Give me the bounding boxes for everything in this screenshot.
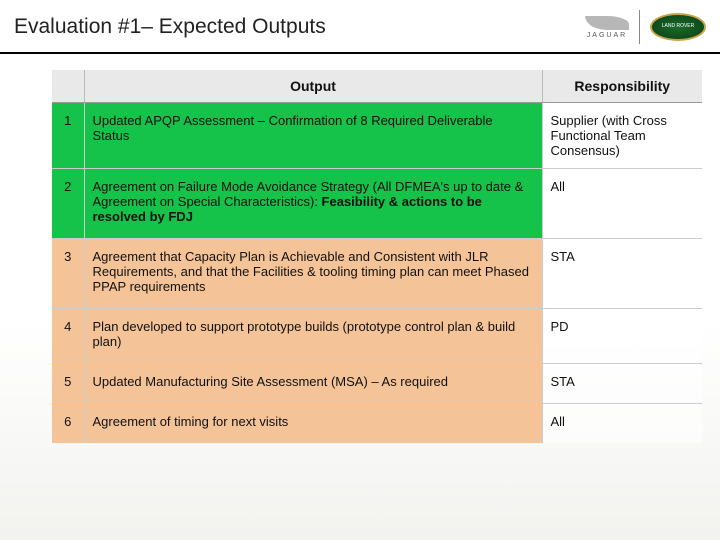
row-num: 2 (52, 169, 84, 239)
row-responsibility: All (542, 169, 702, 239)
row-responsibility: STA (542, 239, 702, 309)
landrover-logo: LAND ROVER (650, 13, 706, 41)
row-num: 6 (52, 404, 84, 444)
table-row: 4 Plan developed to support prototype bu… (52, 309, 702, 364)
output-text: Plan developed to support prototype buil… (93, 319, 516, 349)
row-output: Updated APQP Assessment – Confirmation o… (84, 103, 542, 169)
row-num: 1 (52, 103, 84, 169)
slide: Evaluation #1– Expected Outputs JAGUAR L… (0, 0, 720, 540)
table-header-row: Output Responsibility (52, 70, 702, 103)
row-responsibility: Supplier (with Cross Functional Team Con… (542, 103, 702, 169)
row-responsibility: All (542, 404, 702, 444)
header-output: Output (84, 70, 542, 103)
page-title: Evaluation #1– Expected Outputs (14, 15, 326, 39)
row-responsibility: PD (542, 309, 702, 364)
title-row: Evaluation #1– Expected Outputs JAGUAR L… (0, 0, 720, 50)
jaguar-icon (585, 16, 629, 30)
row-num: 5 (52, 364, 84, 404)
output-text: Agreement of timing for next visits (93, 414, 289, 429)
outputs-table: Output Responsibility 1 Updated APQP Ass… (52, 70, 702, 443)
row-output: Agreement on Failure Mode Avoidance Stra… (84, 169, 542, 239)
header-responsibility: Responsibility (542, 70, 702, 103)
table-row: 3 Agreement that Capacity Plan is Achiev… (52, 239, 702, 309)
row-num: 3 (52, 239, 84, 309)
table-row: 1 Updated APQP Assessment – Confirmation… (52, 103, 702, 169)
row-output: Plan developed to support prototype buil… (84, 309, 542, 364)
row-output: Agreement of timing for next visits (84, 404, 542, 444)
row-responsibility: STA (542, 364, 702, 404)
header-num (52, 70, 84, 103)
logo-group: JAGUAR LAND ROVER (585, 10, 706, 44)
output-text: Agreement that Capacity Plan is Achievab… (93, 249, 529, 294)
jaguar-logo: JAGUAR (585, 16, 629, 39)
table-row: 2 Agreement on Failure Mode Avoidance St… (52, 169, 702, 239)
output-text: Updated APQP Assessment – Confirmation o… (93, 113, 493, 143)
table-row: 5 Updated Manufacturing Site Assessment … (52, 364, 702, 404)
table-row: 6 Agreement of timing for next visits Al… (52, 404, 702, 444)
row-output: Updated Manufacturing Site Assessment (M… (84, 364, 542, 404)
logo-divider (639, 10, 640, 44)
jaguar-label: JAGUAR (587, 32, 627, 39)
landrover-label: LAND ROVER (662, 24, 695, 30)
output-text: Updated Manufacturing Site Assessment (M… (93, 374, 449, 389)
row-output: Agreement that Capacity Plan is Achievab… (84, 239, 542, 309)
horizontal-rule (0, 52, 720, 54)
row-num: 4 (52, 309, 84, 364)
